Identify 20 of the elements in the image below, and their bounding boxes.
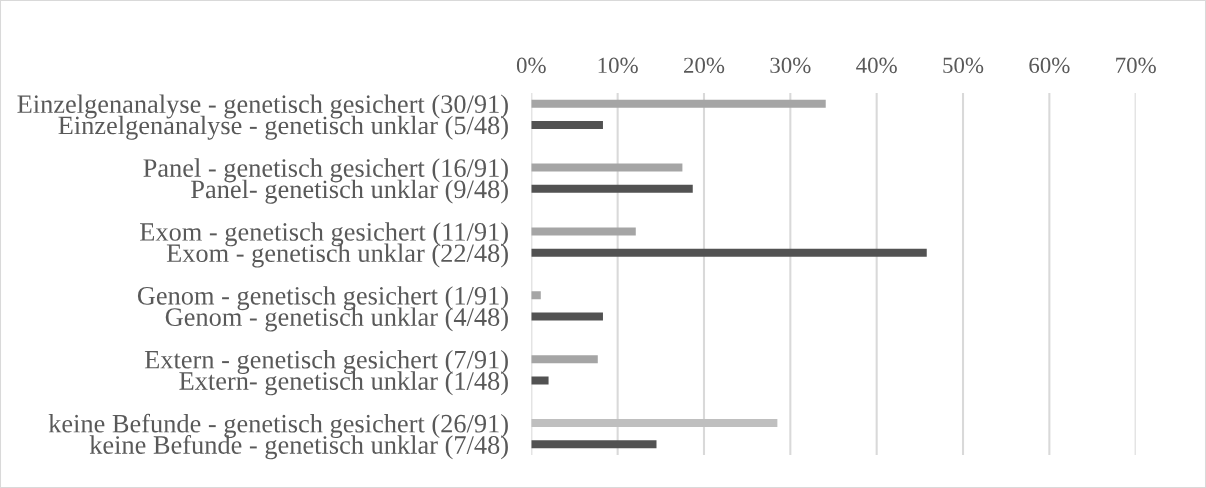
bar [531,120,603,129]
bar [531,184,693,193]
bar [531,312,603,321]
bar [531,291,541,300]
x-tick-label: 70% [1116,57,1156,74]
bar [531,248,927,257]
bar [531,419,778,428]
x-tick-label: 10% [598,57,638,74]
x-tick-label: 30% [770,57,811,74]
bar [531,163,683,172]
x-tick-label: 20% [683,57,725,74]
x-tick-label: 50% [943,57,984,74]
bar [531,99,826,108]
x-tick-label: 0% [516,57,546,74]
x-tick-label: 40% [856,57,897,74]
bar [531,227,636,236]
bar [531,440,657,449]
bar [531,355,598,364]
x-tick-label: 60% [1029,57,1070,74]
bar [531,376,549,385]
